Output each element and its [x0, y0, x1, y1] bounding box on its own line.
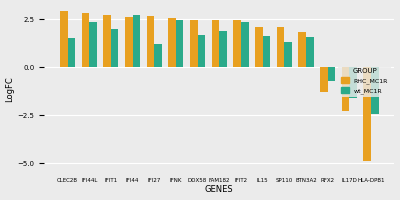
Bar	[363, 67, 371, 161]
Bar	[103, 15, 111, 67]
Bar	[212, 20, 219, 67]
Bar	[68, 38, 75, 67]
Bar	[176, 20, 184, 67]
Bar	[198, 35, 205, 67]
Bar	[132, 15, 140, 67]
Bar	[328, 67, 335, 81]
Bar	[342, 67, 349, 111]
Bar	[89, 22, 97, 67]
Bar	[111, 29, 118, 67]
Bar	[233, 20, 241, 67]
Bar	[125, 17, 132, 67]
Bar	[262, 36, 270, 67]
Bar	[154, 44, 162, 67]
Bar	[190, 20, 198, 67]
Bar	[277, 27, 284, 67]
Legend: RHC_MC1R, wt_MC1R: RHC_MC1R, wt_MC1R	[338, 65, 391, 97]
Bar	[219, 31, 227, 67]
Bar	[371, 67, 378, 114]
Bar	[284, 42, 292, 67]
Bar	[255, 27, 262, 67]
Bar	[168, 18, 176, 67]
Bar	[60, 11, 68, 67]
Bar	[306, 37, 314, 67]
Bar	[349, 67, 357, 98]
X-axis label: GENES: GENES	[205, 185, 234, 194]
Bar	[298, 32, 306, 67]
Bar	[147, 16, 154, 67]
Bar	[82, 13, 89, 67]
Bar	[320, 67, 328, 92]
Bar	[241, 22, 248, 67]
Y-axis label: LogFC: LogFC	[6, 76, 14, 102]
